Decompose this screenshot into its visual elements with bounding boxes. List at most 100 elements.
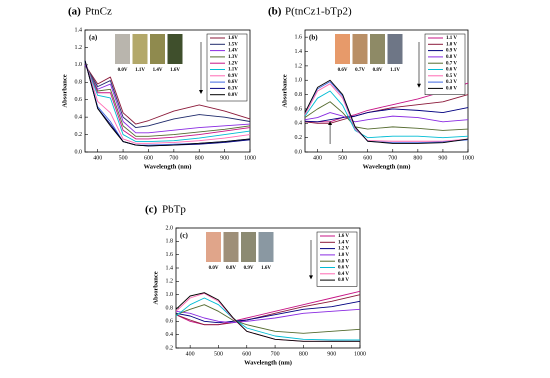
sample-photo: [352, 34, 368, 64]
y-tick-label: 1.0: [166, 292, 174, 298]
legend-label: 1.5V: [228, 42, 238, 47]
data-line: [84, 64, 251, 125]
legend-label: 0.6 V: [446, 68, 457, 73]
data-line: [175, 304, 361, 334]
legend-label: 0.9 V: [446, 49, 457, 54]
x-axis-label: Wavelength (nm): [363, 163, 411, 170]
legend-label: 1.6 V: [338, 234, 349, 239]
legend-label: 0.6 V: [338, 266, 349, 271]
sample-photo: [241, 232, 256, 262]
data-line: [84, 60, 251, 144]
photo-label: 0.8V: [226, 266, 236, 271]
y-tick-label: 0.6: [75, 97, 83, 103]
panel-label: (b): [268, 6, 282, 18]
y-axis-label: Absorbance: [61, 74, 68, 107]
sample-photo: [387, 34, 403, 64]
chart-panel: (b) P(tnCz1-bTp2)(b)0.00.20.40.60.81.01.2…: [268, 6, 474, 171]
photo-label: 0.7V: [355, 68, 365, 73]
legend-label: 1.6V: [228, 36, 238, 41]
y-tick-label: 1.2: [75, 45, 83, 51]
legend-label: 0.8 V: [338, 259, 349, 264]
photo-label: 0.9V: [244, 266, 254, 271]
legend-box: [206, 33, 248, 102]
y-axis-label: Absorbance: [281, 74, 288, 107]
sample-photo: [150, 34, 165, 64]
x-tick-label: 1000: [462, 155, 474, 161]
legend-label: 1.0 V: [338, 253, 349, 258]
photo-label: 0.0V: [118, 68, 128, 73]
sample-photo: [206, 232, 221, 262]
y-tick-label: 0.4: [75, 115, 83, 121]
chart-title: P(tnCz1-bTp2): [285, 6, 352, 18]
data-line: [304, 112, 469, 123]
y-tick-label: 1.4: [75, 27, 83, 33]
x-tick-label: 800: [413, 155, 422, 161]
legend-label: 0.3V: [228, 87, 238, 92]
y-tick-label: 0.6: [295, 106, 303, 112]
photo-label: 0.6V: [338, 68, 348, 73]
sample-photo: [132, 34, 148, 64]
data-line: [84, 64, 251, 129]
sample-photo: [335, 34, 350, 64]
legend-label: 0.5 V: [446, 74, 457, 79]
x-axis-label: Wavelength (nm): [244, 359, 292, 366]
y-tick-label: 1.6: [166, 252, 174, 258]
chart-title: PtnCz: [85, 6, 112, 18]
data-line: [84, 62, 251, 137]
arrow-head: [309, 275, 313, 280]
data-line: [84, 64, 251, 134]
x-tick-label: 800: [299, 351, 308, 357]
y-tick-label: 0.4: [295, 121, 303, 127]
legend-label: 0.0 V: [338, 278, 349, 283]
y-tick-label: 1.8: [166, 239, 174, 245]
x-tick-label: 700: [169, 155, 178, 161]
data-line: [305, 82, 469, 123]
arrow-head: [417, 83, 421, 88]
x-tick-label: 700: [271, 351, 280, 357]
x-tick-label: 600: [363, 155, 372, 161]
y-tick-label: 0.2: [166, 345, 174, 351]
photo-label: 1.1V: [390, 68, 400, 73]
chart-panel: (a) PtnCz (a) 0.0 0.2 0.4 0.6 0.8 1.0 1.2 1.4 400 50…: [61, 6, 256, 171]
x-tick-label: 900: [438, 155, 447, 161]
x-tick-label: 500: [338, 155, 347, 161]
legend-label: 0.9V: [228, 74, 238, 79]
arrow-head: [199, 90, 203, 94]
plot-frame: [84, 29, 251, 153]
data-line: [304, 79, 469, 144]
legend-label: 0.6V: [228, 80, 238, 85]
photo-label: 1.4V: [153, 68, 163, 73]
y-tick-label: 0.6: [166, 319, 174, 325]
plot-frame: [175, 227, 361, 349]
y-tick-label: 0.0: [295, 149, 303, 155]
y-tick-label: 2.0: [166, 225, 174, 231]
y-tick-label: 1.2: [295, 63, 303, 69]
legend-label: 0.0V: [228, 93, 238, 98]
legend-label: 0.8 V: [446, 55, 457, 60]
legend-label: 0.0 V: [446, 87, 457, 92]
x-tick-label: 400: [186, 351, 195, 357]
sample-photo: [167, 34, 183, 64]
y-tick-label: 1.6: [295, 35, 303, 41]
sample-photo: [258, 232, 274, 262]
x-tick-label: 600: [144, 155, 153, 161]
y-tick-label: 1.4: [295, 49, 303, 55]
x-tick-label: 400: [313, 155, 322, 161]
sample-photo: [223, 232, 239, 262]
data-line: [175, 294, 361, 326]
x-tick-label: 800: [195, 155, 204, 161]
x-tick-label: 1000: [244, 155, 256, 161]
x-tick-label: 500: [119, 155, 128, 161]
legend-label: 0.4 V: [338, 272, 349, 277]
photo-label: 1.6V: [261, 266, 271, 271]
arrow-head: [328, 121, 333, 125]
legend-box: [424, 33, 466, 95]
legend-box: [316, 231, 358, 287]
photo-label: 0.8V: [373, 68, 383, 73]
legend-label: 1.1 V: [446, 36, 457, 41]
panel-label: (c): [145, 204, 158, 216]
chart-title: PbTp: [162, 204, 186, 216]
y-tick-label: 0.8: [75, 80, 83, 86]
y-tick-label: 1.4: [166, 265, 174, 271]
